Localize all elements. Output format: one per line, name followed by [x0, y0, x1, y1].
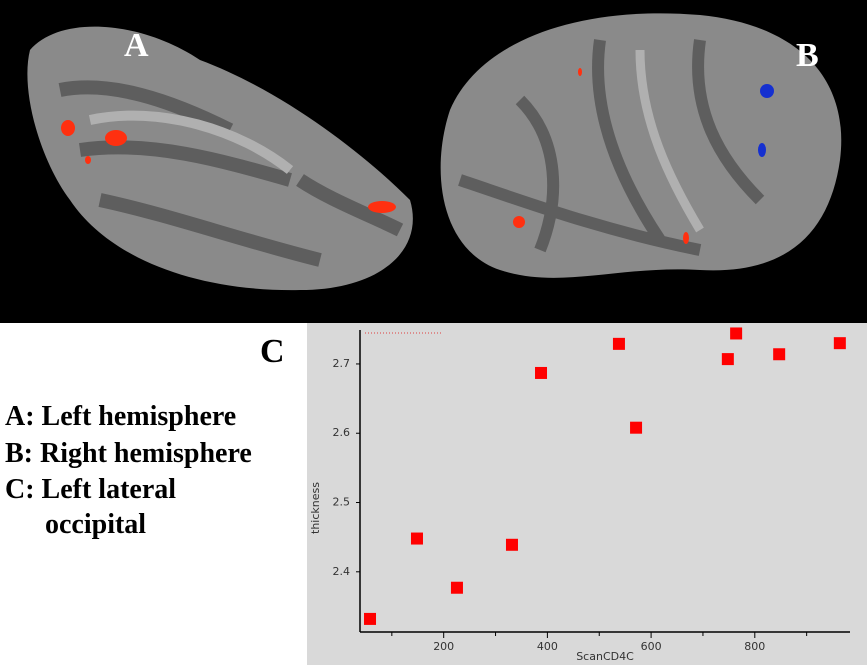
y-tick-label: 2.4 — [333, 565, 351, 578]
brain-right — [440, 13, 842, 278]
x-tick-label: 600 — [641, 640, 662, 653]
legend-line: A: Left hemisphere — [5, 401, 236, 432]
point — [450, 581, 463, 594]
legend-line: C: Left lateral — [5, 474, 176, 505]
x-tick-label: 400 — [537, 640, 558, 653]
x-axis-label: ScanCD4C — [576, 650, 634, 663]
point — [630, 421, 643, 434]
plot: 2.4 2.5 2.6 2.7 200 400 600 800 ScanCD4C thicknes… — [309, 327, 850, 663]
y-tick-label: 2.6 — [333, 426, 351, 439]
y-tick-label: 2.7 — [333, 357, 351, 370]
point — [721, 353, 734, 366]
legend-line: B: Right hemisphere — [5, 438, 252, 469]
point — [505, 538, 518, 551]
point — [410, 532, 423, 545]
plot-background — [307, 323, 867, 665]
point — [833, 337, 846, 350]
point — [773, 348, 786, 361]
panel-label: C — [260, 333, 285, 370]
panel-label: B — [796, 37, 819, 74]
x-tick-label: 800 — [744, 640, 765, 653]
point — [730, 327, 743, 340]
legend-line: occipital — [45, 509, 146, 540]
x-tick-label: 200 — [433, 640, 454, 653]
brain-left — [27, 26, 413, 291]
y-axis-label: thickness — [309, 482, 322, 534]
panel-label: A — [124, 27, 149, 64]
y-tick-label: 2.5 — [333, 496, 351, 509]
point — [612, 337, 625, 350]
point — [535, 366, 548, 379]
point — [364, 612, 377, 625]
